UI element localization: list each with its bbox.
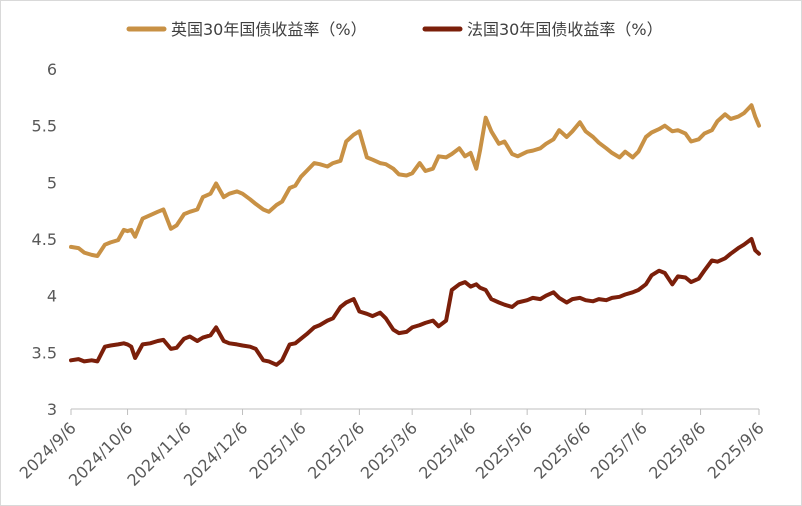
x-tick-label: 2025/1/6 xyxy=(246,418,310,482)
y-tick-label: 6 xyxy=(47,60,57,79)
legend-label-uk: 英国30年国债收益率（%） xyxy=(171,20,367,39)
y-tick-label: 4 xyxy=(47,287,57,306)
x-tick-label: 2025/9/6 xyxy=(704,418,768,482)
y-axis: 3 3.5 4 4.5 5 5.5 6 xyxy=(32,60,57,419)
series-line-france xyxy=(69,237,761,367)
legend-item-france: 法国30年国债收益率（%） xyxy=(422,20,663,39)
y-tick-label: 3 xyxy=(47,400,57,419)
x-axis: 2024/9/62024/10/62024/11/62024/12/62025/… xyxy=(16,408,768,490)
legend: 英国30年国债收益率（%） 法国30年国债收益率（%） xyxy=(126,20,663,39)
x-tick-label: 2025/5/6 xyxy=(472,418,536,482)
y-tick-label: 3.5 xyxy=(32,343,57,362)
legend-label-france: 法国30年国债收益率（%） xyxy=(467,20,663,39)
x-tick-label: 2025/4/6 xyxy=(415,418,479,482)
y-tick-label: 4.5 xyxy=(32,230,57,249)
legend-item-uk: 英国30年国债收益率（%） xyxy=(126,20,367,39)
series-layer xyxy=(69,103,761,367)
y-tick-label: 5.5 xyxy=(32,117,57,136)
x-tick-label: 2025/7/6 xyxy=(587,418,651,482)
y-tick-label: 5 xyxy=(47,173,57,192)
x-tick-label: 2025/8/6 xyxy=(645,418,709,482)
x-tick-label: 2025/2/6 xyxy=(304,418,368,482)
x-tick-label: 2025/6/6 xyxy=(530,418,594,482)
x-tick-label: 2025/3/6 xyxy=(357,418,421,482)
series-line-uk xyxy=(69,103,761,258)
